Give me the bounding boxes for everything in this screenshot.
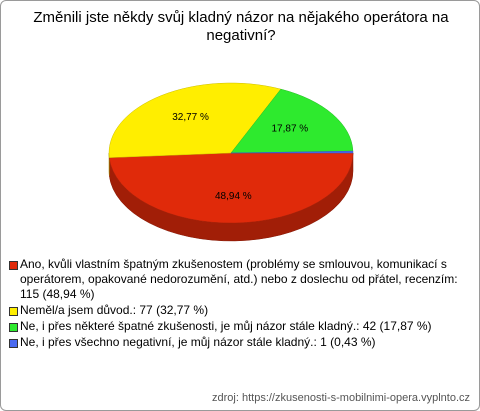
legend-item: Ne, i přes některé špatné zkušenosti, je… xyxy=(9,319,471,334)
slice xyxy=(230,88,354,154)
legend-swatch xyxy=(9,323,18,332)
legend-swatch xyxy=(9,307,18,316)
legend-item: Neměl/a jsem důvod.: 77 (32,77 %) xyxy=(9,303,471,318)
legend-swatch xyxy=(9,339,18,348)
legend-label: Ne, i přes všechno negativní, je můj náz… xyxy=(20,335,376,349)
value-label: 48,94 % xyxy=(215,191,252,202)
legend-label: Ne, i přes některé špatné zkušenosti, je… xyxy=(20,319,432,333)
legend-label: Ano, kvůli vlastním špatným zkušenostem … xyxy=(20,257,458,301)
legend-swatch xyxy=(9,261,18,270)
slice xyxy=(108,82,282,158)
chart-title: Změnili jste někdy svůj kladný názor na … xyxy=(33,9,449,44)
pie: 48,94 % 32,77 % 17,87 % xyxy=(108,82,354,242)
slice xyxy=(108,152,354,224)
legend: Ano, kvůli vlastním špatným zkušenostem … xyxy=(9,257,471,351)
legend-item: Ano, kvůli vlastním špatným zkušenostem … xyxy=(9,257,471,302)
value-label: 17,87 % xyxy=(272,124,309,135)
source: zdroj: https://zkusenosti-s-mobilnimi-op… xyxy=(212,392,470,404)
slice xyxy=(230,150,354,154)
value-label: 32,77 % xyxy=(172,112,209,123)
legend-label: Neměl/a jsem důvod.: 77 (32,77 %) xyxy=(20,303,209,317)
legend-item: Ne, i přes všechno negativní, je můj náz… xyxy=(9,335,471,350)
